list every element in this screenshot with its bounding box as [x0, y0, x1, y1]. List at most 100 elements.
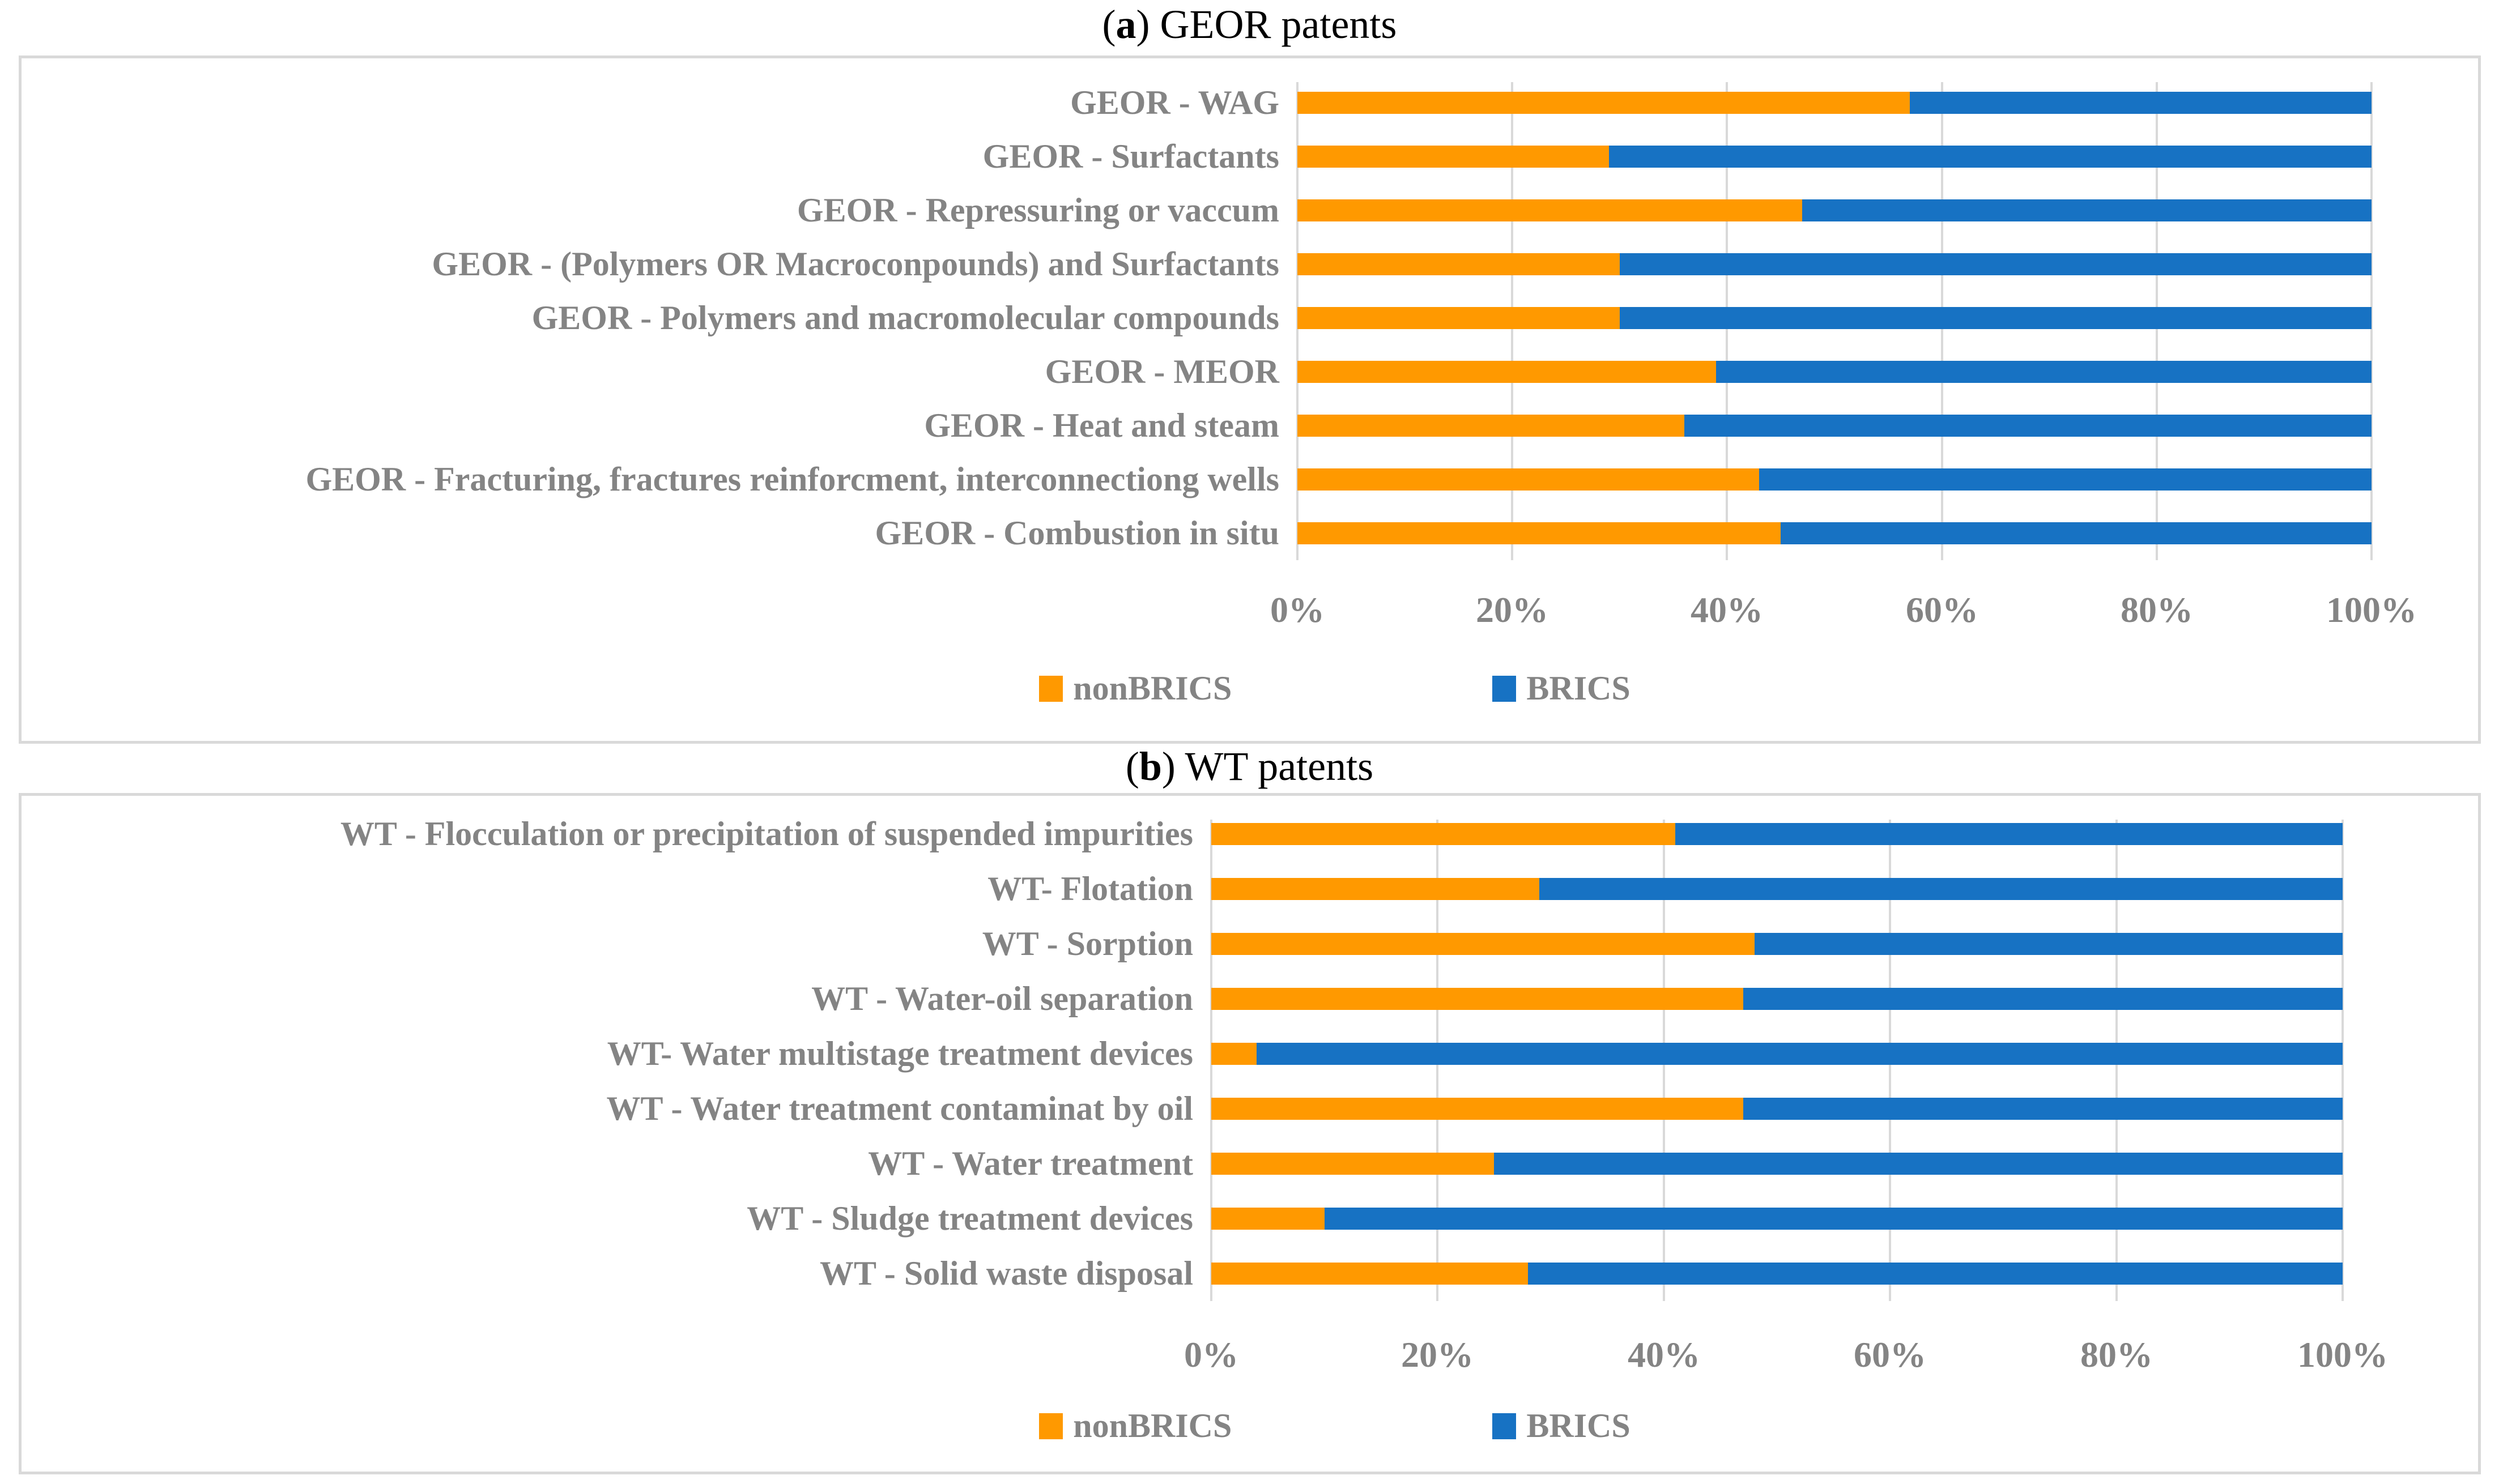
- chart-a-bar-track: [1297, 253, 2372, 275]
- chart-a-bar-track: [1297, 468, 2372, 491]
- chart-a-title: (a) GEOR patents: [1102, 2, 1397, 47]
- chart-a-x-tick-label: 40%: [1691, 590, 1763, 630]
- chart-b-x-tick-label: 0%: [1184, 1334, 1238, 1375]
- chart-a-bar-track: [1297, 522, 2372, 544]
- chart-a-x-tick-label: 20%: [1476, 590, 1548, 630]
- chart-a-category-label: GEOR - WAG: [1070, 83, 1279, 121]
- chart-a-bar-track: [1297, 415, 2372, 437]
- bar-segment-nonbrics: [1211, 823, 1675, 845]
- legend-item-nonbrics: nonBRICS: [1039, 669, 1232, 708]
- chart-a-x-tick-label: 0%: [1270, 590, 1325, 630]
- chart-a-bar-track: [1297, 92, 2372, 114]
- bar-segment-nonbrics: [1211, 878, 1540, 900]
- legend-swatch-brics-icon: [1492, 1413, 1517, 1439]
- chart-a-panel: GEOR - WAG GEOR - Surfactants GEOR - Repre…: [19, 56, 2481, 744]
- chart-a-x-tick-label: 100%: [2326, 590, 2417, 630]
- legend-swatch-nonbrics-icon: [1039, 1413, 1063, 1439]
- chart-b-x-tick-label: 80%: [2080, 1334, 2153, 1375]
- chart-b-bar-track: [1211, 1153, 2343, 1175]
- chart-b-category-label: WT - Water treatment: [868, 1144, 1193, 1182]
- chart-b-category-label: WT - Flocculation or precipitation of su…: [340, 815, 1193, 852]
- chart-a-gridline-100: [2370, 82, 2373, 560]
- bar-segment-brics: [1802, 199, 2372, 221]
- bar-segment-brics: [1608, 146, 2372, 168]
- bar-segment-brics: [1619, 253, 2372, 275]
- chart-b-panel: WT - Flocculation or precipitation of su…: [19, 793, 2481, 1474]
- chart-b-category-label: WT - Solid waste disposal: [819, 1254, 1193, 1292]
- bar-segment-nonbrics: [1297, 361, 1717, 383]
- bar-segment-nonbrics: [1297, 199, 1803, 221]
- legend-label-brics: BRICS: [1526, 669, 1630, 707]
- bar-segment-nonbrics: [1211, 1263, 1529, 1285]
- bar-segment-brics: [1743, 988, 2343, 1010]
- chart-b-x-tick-label: 60%: [1854, 1334, 1926, 1375]
- chart-a-x-tick-label: 80%: [2121, 590, 2193, 630]
- chart-b-title-text: WT patents: [1175, 744, 1374, 789]
- chart-b-x-tick-label: 20%: [1401, 1334, 1474, 1375]
- chart-a-bar-track: [1297, 146, 2372, 168]
- bar-segment-nonbrics: [1211, 1098, 1743, 1120]
- bar-segment-nonbrics: [1297, 307, 1620, 329]
- chart-b-category-label: WT - Sludge treatment devices: [747, 1199, 1193, 1237]
- chart-b-x-tick-label: 40%: [1628, 1334, 1700, 1375]
- legend-item-brics: BRICS: [1492, 669, 1630, 708]
- bar-segment-brics: [1619, 307, 2372, 329]
- bar-segment-brics: [1754, 933, 2343, 955]
- bar-segment-nonbrics: [1297, 146, 1609, 168]
- bar-segment-nonbrics: [1297, 92, 1910, 114]
- legend-item-nonbrics: nonBRICS: [1039, 1406, 1232, 1445]
- bar-segment-nonbrics: [1211, 933, 1755, 955]
- chart-b-bar-track: [1211, 988, 2343, 1010]
- chart-b-x-tick-label: 100%: [2297, 1334, 2388, 1375]
- bar-segment-nonbrics: [1297, 253, 1620, 275]
- chart-a-bar-track: [1297, 361, 2372, 383]
- chart-b-bar-track: [1211, 1043, 2343, 1065]
- bar-segment-brics: [1528, 1263, 2343, 1285]
- chart-a-category-label: GEOR - Fracturing, fractures reinforcmen…: [305, 460, 1279, 498]
- chart-b-bar-track: [1211, 823, 2343, 845]
- legend-label-nonbrics: nonBRICS: [1073, 1407, 1232, 1444]
- bar-segment-brics: [1675, 823, 2343, 845]
- chart-a-bar-track: [1297, 307, 2372, 329]
- chart-a-category-label: GEOR - Polymers and macromolecular compo…: [531, 298, 1279, 336]
- bar-segment-brics: [1256, 1043, 2343, 1065]
- bar-segment-nonbrics: [1211, 1043, 1257, 1065]
- bar-segment-brics: [1759, 468, 2372, 491]
- chart-b-category-label: WT - Sorption: [982, 924, 1193, 962]
- chart-a-x-tick-label: 60%: [1906, 590, 1978, 630]
- chart-b-bar-track: [1211, 933, 2343, 955]
- bar-segment-brics: [1494, 1153, 2343, 1175]
- chart-b-category-label: WT - Water treatment contaminat by oil: [606, 1089, 1193, 1127]
- bar-segment-brics: [1539, 878, 2343, 900]
- chart-b-legend: nonBRICS BRICS: [22, 1406, 2478, 1445]
- chart-a-category-label: GEOR - Combustion in situ: [875, 514, 1280, 552]
- bar-segment-nonbrics: [1211, 988, 1743, 1010]
- chart-b-category-label: WT- Flotation: [987, 869, 1193, 907]
- bar-segment-brics: [1684, 415, 2372, 437]
- chart-a-title-text: GEOR patents: [1150, 2, 1397, 47]
- bar-segment-nonbrics: [1297, 468, 1760, 491]
- bar-segment-nonbrics: [1297, 522, 1781, 544]
- chart-b-bar-track: [1211, 1263, 2343, 1285]
- legend-label-nonbrics: nonBRICS: [1073, 669, 1232, 707]
- chart-b-bar-track: [1211, 878, 2343, 900]
- legend-swatch-brics-icon: [1492, 675, 1517, 702]
- chart-a-category-label: GEOR - Heat and steam: [924, 406, 1279, 444]
- bar-segment-brics: [1909, 92, 2372, 114]
- chart-b-title-letter: b: [1139, 744, 1162, 789]
- bar-segment-brics: [1716, 361, 2372, 383]
- bar-segment-nonbrics: [1297, 415, 1684, 437]
- chart-a-category-label: GEOR - (Polymers OR Macroconpounds) and …: [432, 245, 1279, 283]
- chart-a-category-label: GEOR - Surfactants: [982, 137, 1279, 175]
- chart-b-category-label: WT- Water multistage treatment devices: [607, 1034, 1193, 1072]
- chart-b-bar-track: [1211, 1208, 2343, 1230]
- legend-item-brics: BRICS: [1492, 1406, 1630, 1445]
- chart-a-title-letter: a: [1116, 2, 1136, 47]
- bar-segment-brics: [1781, 522, 2372, 544]
- chart-b-gridline-100: [2342, 820, 2344, 1301]
- legend-label-brics: BRICS: [1526, 1407, 1630, 1444]
- bar-segment-brics: [1324, 1208, 2343, 1230]
- bar-segment-nonbrics: [1211, 1153, 1495, 1175]
- chart-a-bar-track: [1297, 199, 2372, 221]
